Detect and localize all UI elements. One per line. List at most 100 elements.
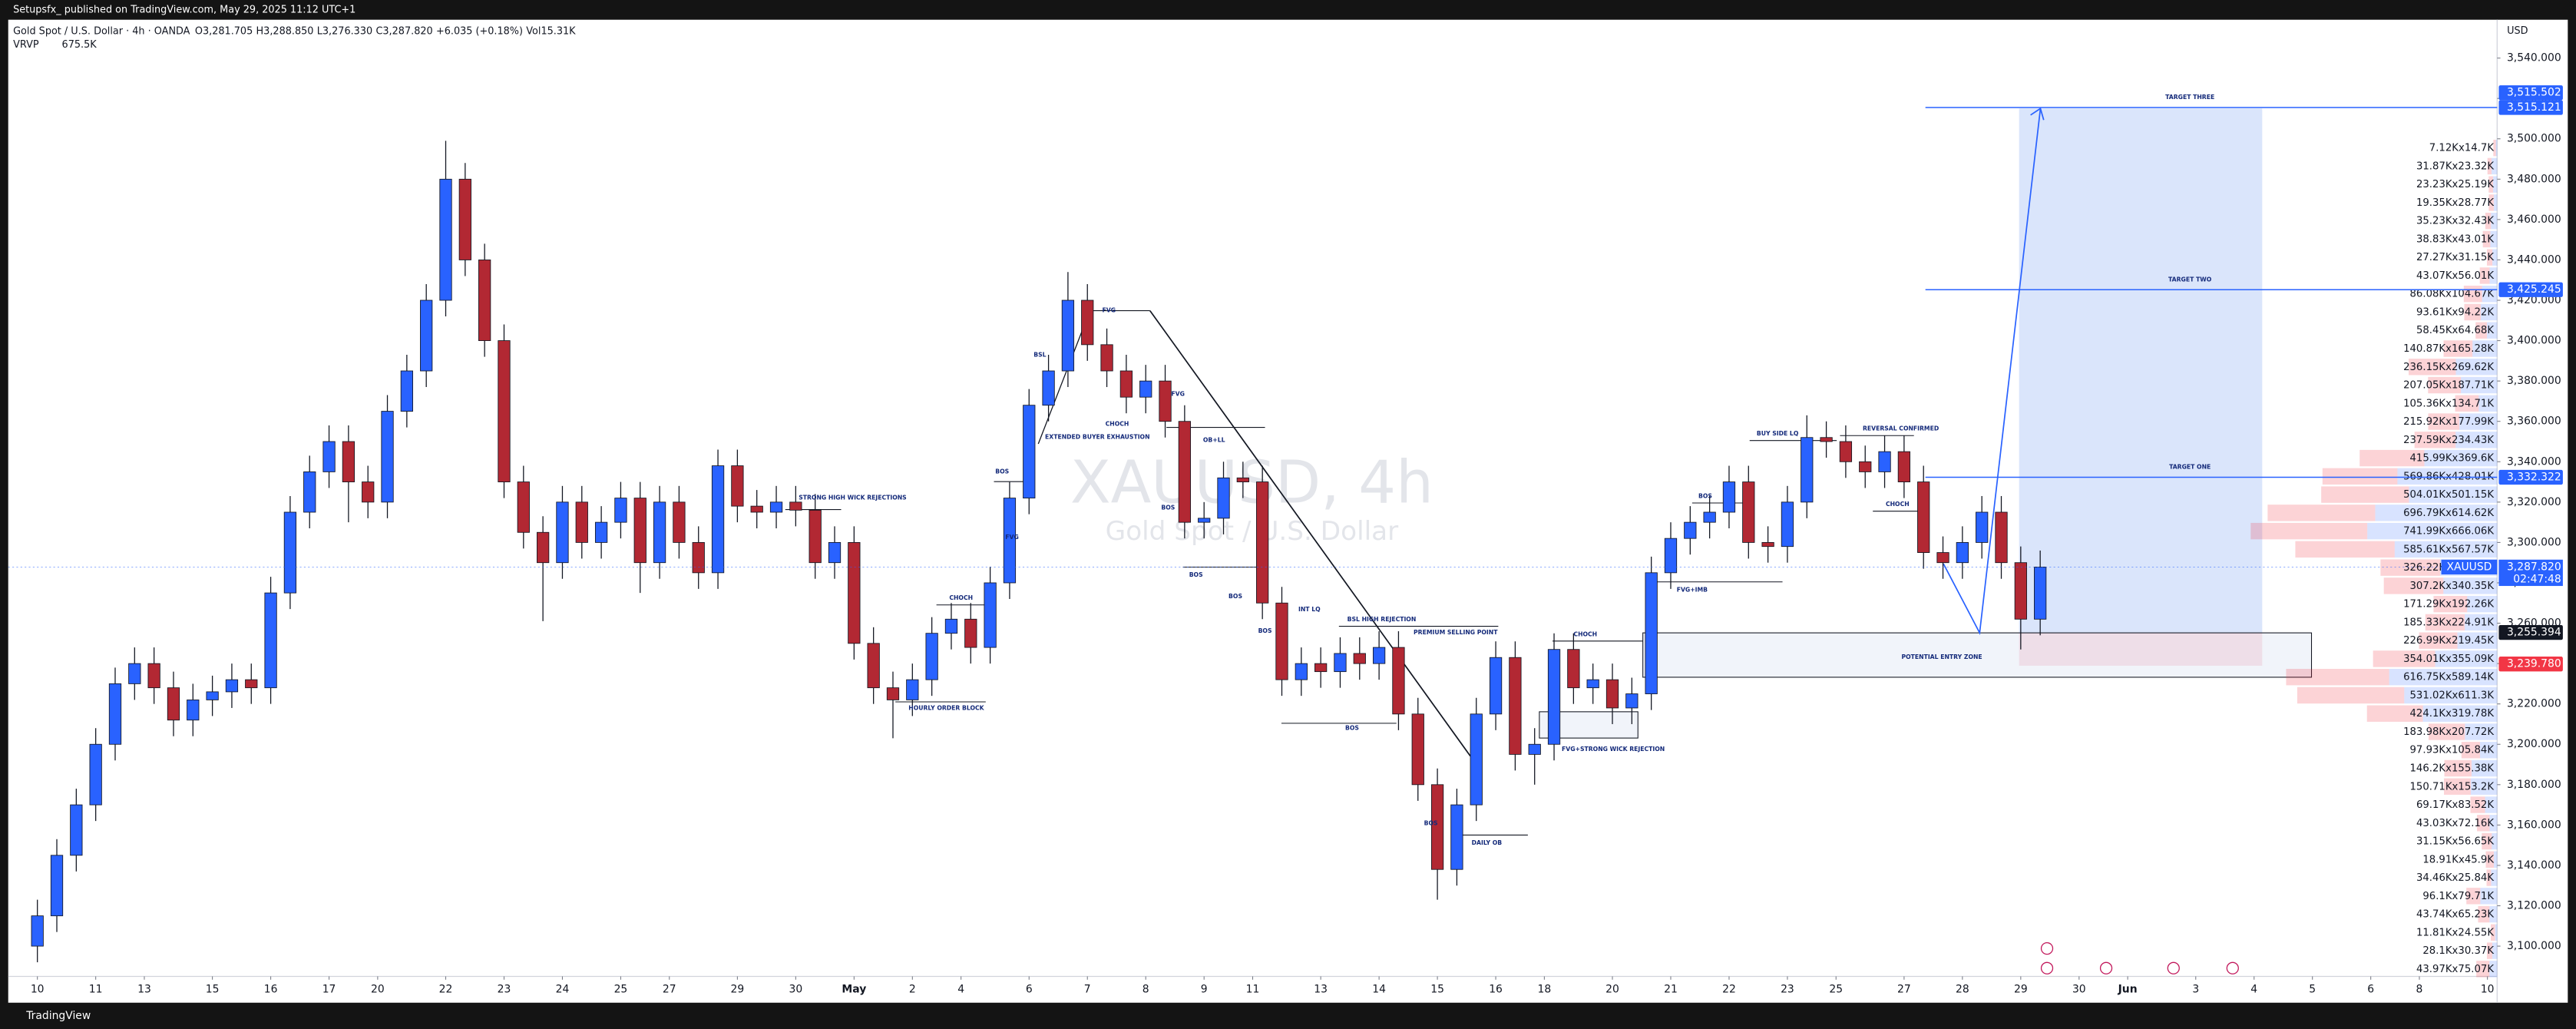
annotation: FVG [1005, 534, 1019, 541]
annotation: FVG+IMB [1677, 586, 1708, 593]
profile-buy-label: 146.2K [2410, 763, 2446, 775]
x-tick-label: 22 [439, 984, 453, 996]
profile-separator: x [2452, 453, 2459, 465]
profile-separator: x [2445, 289, 2452, 300]
target-label: TARGET ONE [2169, 464, 2211, 471]
candle-body [1334, 653, 1347, 673]
symbol: Gold Spot / U.S. Dollar · 4h · OANDA O3,2… [13, 25, 576, 37]
annotation: BUY SIDE LQ [1757, 430, 1799, 437]
profile-sell-label: 165.28K [2452, 343, 2494, 355]
candle-body [1801, 437, 1814, 503]
profile-buy-label: 504.01K [2403, 489, 2445, 501]
profile-sell [2409, 359, 2456, 376]
profile-label: 207.05Kx187.71K [2403, 380, 2494, 392]
profile-buy-label: 307.2K [2410, 581, 2446, 592]
indicator: VRVP 675.5K [13, 38, 97, 50]
profile-buy-label: 424.1K [2410, 708, 2446, 720]
profile-sell-label: 31.15K [2458, 252, 2494, 263]
profile-buy-label: 183.98K [2403, 726, 2445, 738]
ohlc: L3,276.330 [317, 25, 372, 37]
candle-body [1586, 679, 1599, 689]
ohlc: Vol15.31K [526, 25, 576, 37]
profile-separator: x [2452, 872, 2459, 884]
x-tick-label: 23 [498, 984, 511, 996]
profile-buy [2480, 888, 2498, 905]
profile-buy [2467, 595, 2498, 613]
profile-sell [2476, 961, 2490, 978]
profile-buy [2465, 614, 2498, 631]
profile-label: 27.27Kx31.15K [2416, 252, 2494, 263]
profile-sell [2297, 687, 2405, 704]
candle-body [1761, 541, 1774, 548]
annotation: BSL HIGH REJECTION [1348, 616, 1417, 623]
candle-body [225, 679, 239, 693]
profile-separator: x [2452, 179, 2459, 190]
profile-label: 237.59Kx234.43K [2403, 435, 2494, 446]
y-tick-label: 3,180.000 [2507, 779, 2561, 791]
profile-sell [2444, 759, 2472, 777]
candle-body [2014, 562, 2027, 620]
x-tick-label: 20 [1605, 984, 1619, 996]
candle-body [848, 541, 861, 644]
candle-body [692, 541, 705, 574]
event-icons [2040, 941, 2239, 974]
price-tag-label: 3,425.245 [2507, 283, 2561, 296]
candle-body [1897, 451, 1911, 482]
profile-sell-label: 177.99K [2452, 416, 2494, 428]
candle-body [1139, 380, 1152, 398]
profile-sell-label: 666.06K [2452, 526, 2494, 538]
candle-body [1645, 572, 1658, 694]
profile-separator: x [2445, 489, 2452, 501]
profile-label: 504.01Kx501.15K [2403, 489, 2494, 501]
profile-sell [2428, 376, 2462, 394]
profile-sell-label: 24.55K [2458, 927, 2494, 938]
target-label: TARGET THREE [2165, 94, 2214, 101]
price-tag [2498, 100, 2563, 115]
profile-buy-label: 28.1K [2422, 945, 2452, 957]
x-tick-label: 2 [909, 984, 916, 996]
profile-sell-label: 589.14K [2452, 672, 2494, 683]
profile-sell [2444, 778, 2471, 795]
profile-sell [2486, 869, 2492, 886]
profile-buy [2404, 687, 2498, 704]
candle-body [1198, 518, 1211, 523]
x-tick-label: 15 [206, 984, 220, 996]
candle-body [886, 687, 900, 700]
target-label: TARGET TWO [2168, 276, 2212, 283]
x-tick-label: 21 [1664, 984, 1678, 996]
published: Setupsfx_ published on TradingView.com, … [13, 4, 355, 15]
candle-body [1742, 481, 1755, 543]
profile-sell-label: 14.7K [2465, 143, 2494, 154]
price-tag [2498, 85, 2563, 101]
profile-label: 38.83Kx43.01K [2416, 233, 2494, 245]
profile-label: 86.08Kx104.67K [2410, 289, 2495, 300]
annotation: CHOCH [1106, 420, 1129, 427]
candle-body [1781, 501, 1794, 548]
annotation: FVG [1171, 391, 1185, 398]
profile-sell [2485, 212, 2492, 230]
profile-buy-label: 31.15K [2416, 836, 2452, 848]
profile-label: 415.99Kx369.6K [2410, 453, 2495, 465]
profile-label: 183.98Kx207.72K [2403, 726, 2494, 738]
y-tick-label: 3,220.000 [2507, 698, 2561, 710]
candle-body [673, 501, 686, 543]
candle-body [187, 699, 200, 721]
profile-sell [2461, 742, 2480, 759]
candle-body [1100, 344, 1113, 372]
profile-buy [2424, 449, 2498, 467]
candle-body [498, 340, 511, 482]
profile-sell-label: 25.19K [2458, 179, 2494, 190]
profile-label: 18.91Kx45.9K [2422, 854, 2494, 865]
candle-body [653, 501, 666, 564]
profile-separator: x [2452, 325, 2459, 336]
profile-sell [2359, 449, 2425, 467]
candle-body [478, 260, 491, 342]
profile-label: 31.87Kx23.32K [2416, 160, 2494, 172]
candle-body [1470, 713, 1483, 806]
profile-label: 226.99Kx219.45K [2403, 635, 2494, 647]
profile-sell [2373, 650, 2435, 667]
x-tick-label: 9 [1201, 984, 1208, 996]
profile-sell [2475, 322, 2487, 339]
candle-body [1664, 538, 1678, 574]
price-tag-label: 3,239.780 [2507, 658, 2561, 670]
